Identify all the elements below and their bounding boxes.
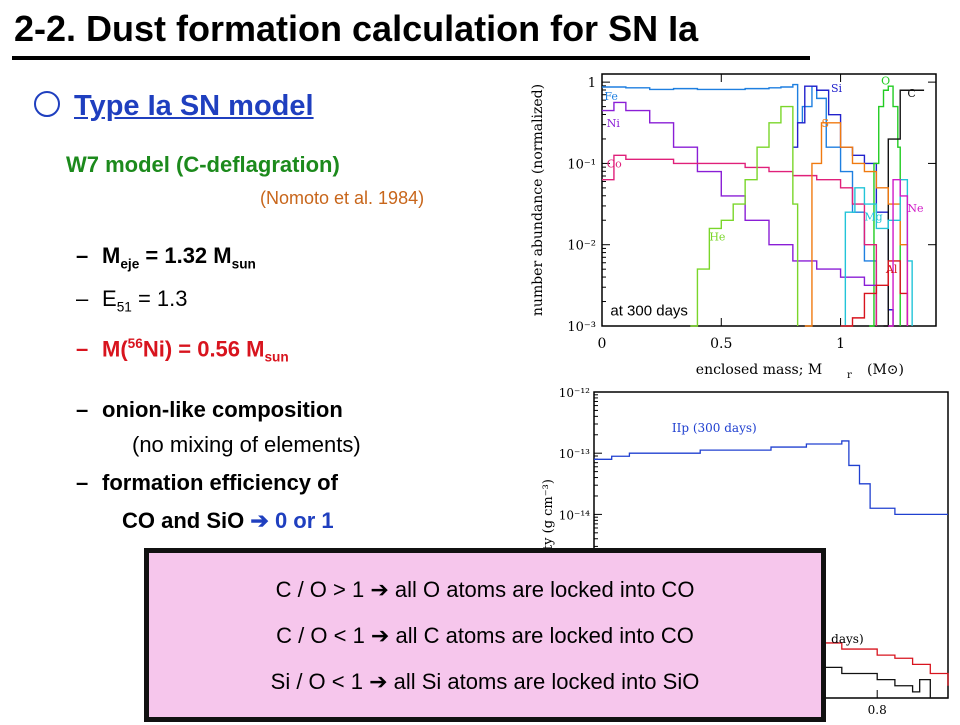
y-axis-label: sity (g cm⁻³) [541,479,556,561]
abundance-chart-svg: 0 0.5 1 1 10⁻¹ 10⁻² 10⁻³ Fe Si O C Ni Co S He Mg Al Ne at … [530,73,937,381]
bullet-explosion-energy: – E51 = 1.3 [76,286,188,315]
x-axis-label: enclosed mass; M [696,362,822,378]
y-tick-label: 10⁻¹⁴ [559,508,590,522]
x-tick-label: 1 [836,336,845,352]
series-line-co [602,154,878,326]
series-label-partial: days) [831,632,863,646]
series-line-ne [888,178,909,327]
y-tick-label: 1 [588,76,596,91]
series-label-o: O [881,75,890,88]
x-tick-label: 0 [598,336,607,352]
bullet-ejecta-mass: – Meje = 1.32 Msun [76,243,256,272]
abundance-chart: 0 0.5 1 1 10⁻¹ 10⁻² 10⁻³ Fe Si O C Ni Co S He Mg Al Ne at … [520,62,950,381]
bullet-nickel-mass: – M(56Ni) = 0.56 Msun [76,336,289,365]
series-line-o [869,85,901,327]
dash-icon: – [76,470,89,495]
series-line-fe [602,83,878,326]
model-reference: (Nomoto et al. 1984) [260,188,425,208]
series-label-co: Co [607,157,622,170]
x-tick-label: 0.8 [868,703,887,717]
series-label-c: C [907,87,915,100]
y-tick-label: 10⁻¹ [567,157,596,172]
x-axis-label-unit: (M⊙) [867,362,904,378]
circle-bullet-icon [34,91,60,118]
rule-line-co-o: C / O > 1 ➔ all O atoms are locked into … [275,577,695,602]
series-line-he [690,105,799,327]
y-tick-label: 10⁻³ [567,320,596,335]
y-tick-label: 10⁻² [567,239,596,254]
series-label-fe: Fe [604,90,618,103]
x-tick-label: 0.5 [710,336,732,352]
bullet-onion-note: (no mixing of elements) [132,432,361,457]
rule-line-si-sio: Si / O < 1 ➔ all Si atoms are locked int… [270,669,700,694]
arrow-right-icon: ➔ [250,508,269,533]
series-label-ne: Ne [907,202,923,215]
series-label-si: Si [831,82,843,95]
rules-box: C / O > 1 ➔ all O atoms are locked into … [144,548,826,722]
series-line-al [840,260,909,327]
section-heading: Type Ia SN model [34,90,314,123]
title-underline [12,56,810,60]
dash-icon: – [76,243,89,268]
series-label-he: He [709,231,725,244]
plot-frame [601,73,937,327]
dash-icon: – [76,286,89,311]
y-tick-label: 10⁻¹² [559,386,590,400]
series-label-al: Al [885,263,898,276]
model-name: W7 model (C-deflagration) [66,152,340,177]
dash-icon: – [76,397,89,422]
series-label-mg: Mg [864,210,882,223]
bullet-efficiency-detail: CO and SiO ➔ 0 or 1 [122,508,334,533]
dash-icon: – [76,336,89,362]
rule-line-c-co: C / O < 1 ➔ all C atoms are locked into … [276,623,694,648]
series-label-iip: IIp (300 days) [672,421,757,435]
slide-title: 2-2. Dust formation calculation for SN I… [14,8,699,49]
series-label-ni: Ni [607,117,621,130]
x-axis-label-sub: r [847,370,852,380]
series-label-s: S [821,117,829,130]
density-series-line-0 [594,440,948,516]
bullet-onion-composition: – onion-like composition [76,397,343,422]
section-heading-text: Type Ia SN model [74,90,314,122]
annotation-label: at 300 days [610,303,688,320]
bullet-formation-efficiency: – formation efficiency of [76,470,338,495]
y-tick-label: 10⁻¹³ [559,447,590,461]
y-axis-label: number abundance (normalized) [530,84,546,316]
